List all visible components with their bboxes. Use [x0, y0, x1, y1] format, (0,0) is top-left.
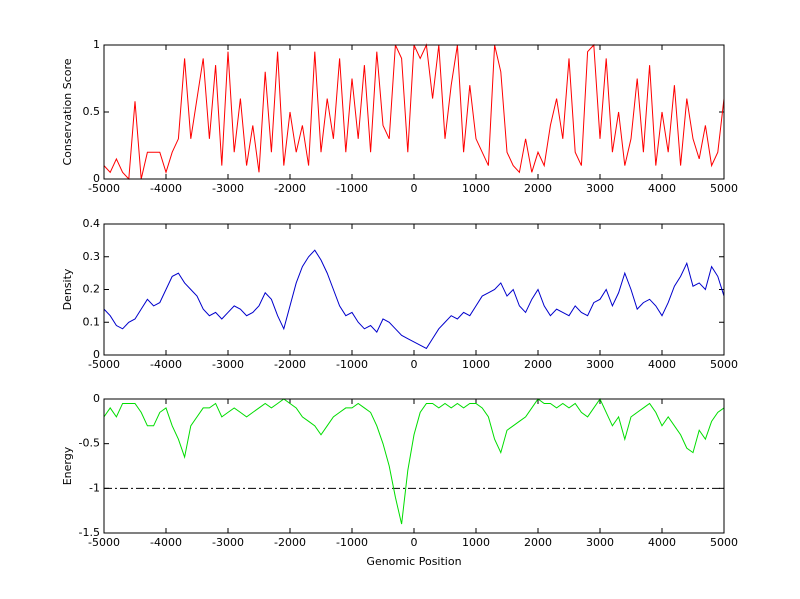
- axes-box: [103, 223, 725, 356]
- y-tick-label: 0.5: [83, 105, 101, 118]
- x-tick-label: -4000: [150, 358, 182, 371]
- x-tick-label: 3000: [586, 358, 614, 371]
- axes-box: [103, 44, 725, 180]
- x-tick-label: -5000: [88, 182, 120, 195]
- x-tick-label: -3000: [212, 358, 244, 371]
- x-tick-label: -4000: [150, 536, 182, 549]
- x-tick-label: -2000: [274, 182, 306, 195]
- x-tick-label: 0: [411, 182, 418, 195]
- x-tick-label: 5000: [710, 536, 738, 549]
- x-tick-label: 4000: [648, 182, 676, 195]
- y-tick-label: 0.3: [83, 250, 101, 263]
- x-tick-label: 3000: [586, 182, 614, 195]
- y-axis-label: Conservation Score: [61, 58, 74, 165]
- y-tick-label: 0: [93, 392, 100, 405]
- x-axis-label: Genomic Position: [366, 555, 461, 568]
- x-tick-label: 2000: [524, 536, 552, 549]
- axes-box: [103, 398, 725, 534]
- x-tick-label: -2000: [274, 358, 306, 371]
- x-tick-label: 4000: [648, 536, 676, 549]
- axes-background: [104, 399, 724, 533]
- x-tick-label: -2000: [274, 536, 306, 549]
- x-tick-label: -5000: [88, 536, 120, 549]
- x-tick-label: -5000: [88, 358, 120, 371]
- y-tick-label: 0.2: [83, 283, 101, 296]
- y-tick-label: 0.1: [83, 315, 101, 328]
- y-tick-label: -1.5: [79, 526, 100, 539]
- x-tick-label: 1000: [462, 536, 490, 549]
- y-tick-label: 0: [93, 348, 100, 361]
- y-tick-label: 0.4: [83, 217, 101, 230]
- x-tick-label: -3000: [212, 182, 244, 195]
- x-tick-label: 5000: [710, 182, 738, 195]
- x-tick-label: 0: [411, 358, 418, 371]
- y-axis-label: Density: [61, 268, 74, 310]
- x-tick-label: 2000: [524, 182, 552, 195]
- x-tick-label: 4000: [648, 358, 676, 371]
- axes-background: [104, 224, 724, 355]
- y-tick-label: -1: [89, 481, 100, 494]
- data-line: [103, 249, 725, 350]
- y-tick-label: 1: [93, 38, 100, 51]
- x-tick-label: -1000: [336, 358, 368, 371]
- x-tick-label: -4000: [150, 182, 182, 195]
- x-tick-label: -1000: [336, 182, 368, 195]
- data-line: [103, 397, 725, 525]
- x-tick-label: 5000: [710, 358, 738, 371]
- x-tick-label: 1000: [462, 358, 490, 371]
- x-tick-label: -3000: [212, 536, 244, 549]
- x-tick-label: 0: [411, 536, 418, 549]
- y-tick-label: 0: [93, 172, 100, 185]
- x-tick-label: 3000: [586, 536, 614, 549]
- x-tick-label: 1000: [462, 182, 490, 195]
- y-tick-label: -0.5: [79, 437, 100, 450]
- x-tick-label: 2000: [524, 358, 552, 371]
- x-tick-label: -1000: [336, 536, 368, 549]
- axes-background: [104, 45, 724, 179]
- y-axis-label: Energy: [61, 446, 74, 485]
